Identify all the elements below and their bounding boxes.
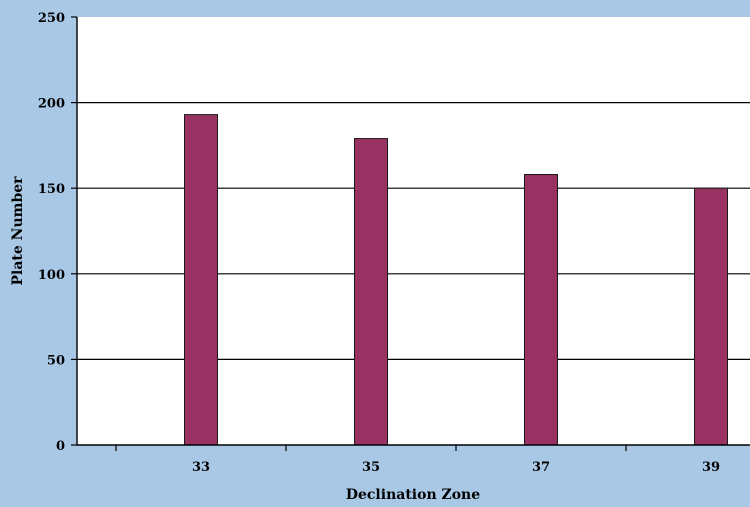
y-tick-label-100: 100 bbox=[38, 268, 65, 283]
x-axis-title: Declination Zone bbox=[346, 487, 480, 503]
y-tick-label-150: 150 bbox=[38, 182, 65, 197]
axes bbox=[71, 16, 750, 451]
y-tick-label-200: 200 bbox=[38, 97, 65, 112]
bar-35 bbox=[354, 138, 388, 446]
y-tick-label-50: 50 bbox=[47, 353, 65, 368]
x-tick-label-33: 33 bbox=[192, 460, 210, 475]
y-tick-label-250: 250 bbox=[38, 11, 65, 26]
y-tick-label-0: 0 bbox=[56, 439, 65, 454]
x-tick-label-35: 35 bbox=[362, 460, 380, 475]
y-axis-title: Plate Number bbox=[10, 176, 26, 286]
tick-labels: 0 50 100 150 200 250 33 35 37 39 bbox=[38, 11, 720, 475]
bar-33 bbox=[184, 114, 218, 446]
bar-39 bbox=[694, 187, 728, 446]
bar-37 bbox=[524, 174, 558, 446]
plot-area bbox=[77, 17, 750, 445]
x-tick-label-39: 39 bbox=[702, 460, 720, 475]
x-tick-label-37: 37 bbox=[532, 460, 550, 475]
